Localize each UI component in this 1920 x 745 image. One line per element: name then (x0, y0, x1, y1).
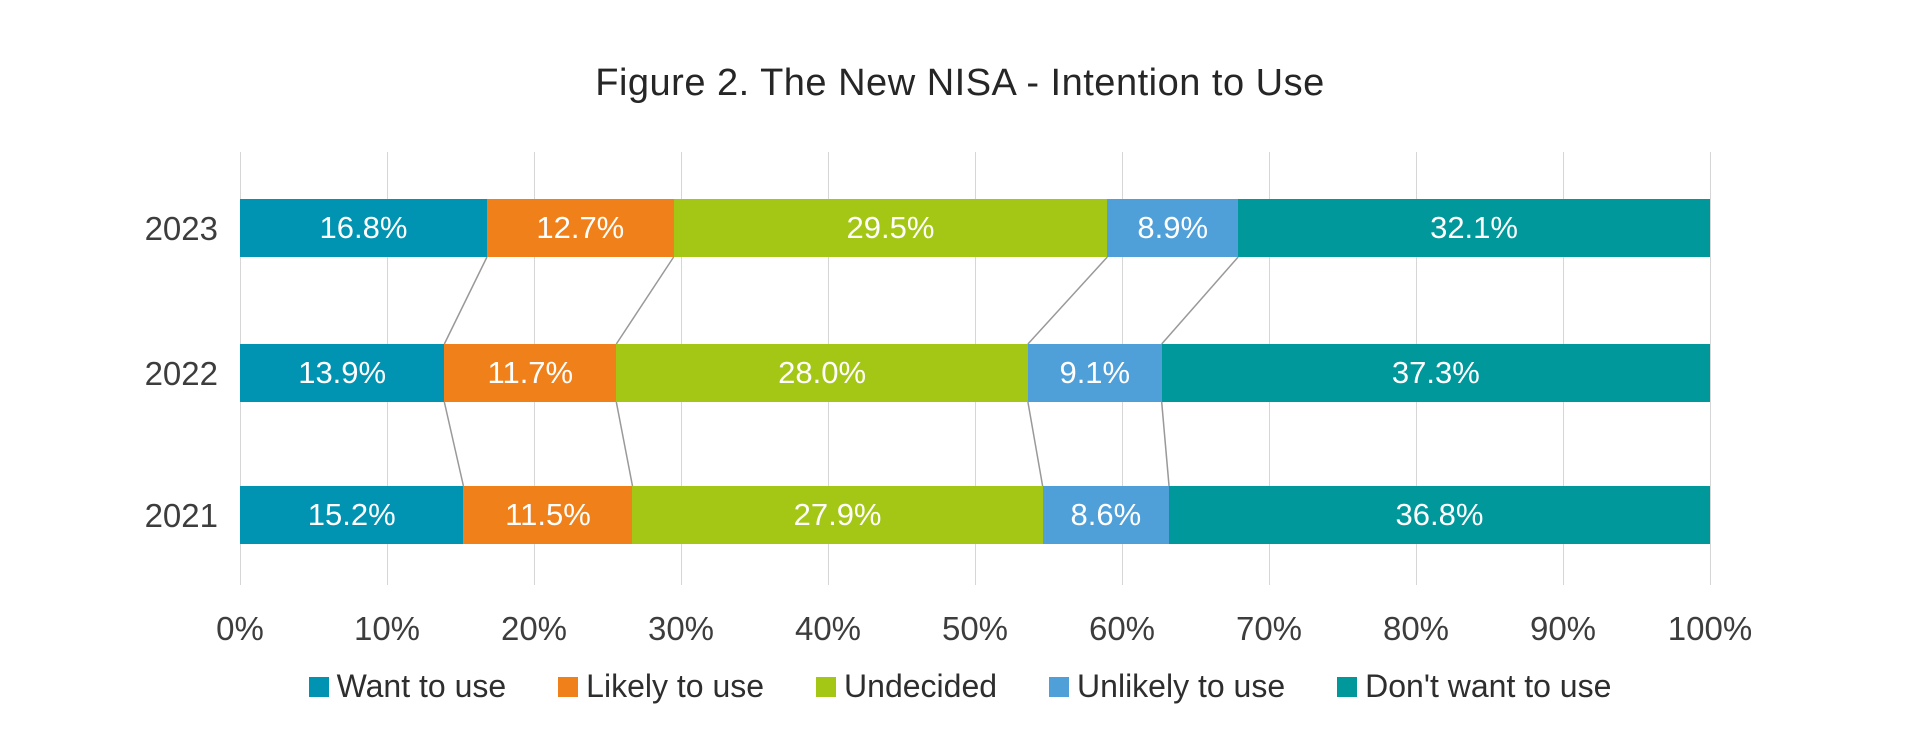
x-axis-tick-label: 20% (500, 610, 568, 647)
legend-label: Unlikely to use (1077, 668, 1286, 704)
segment-value-label: 28.0% (778, 355, 867, 390)
year-label: 2022 (144, 355, 218, 392)
bar-segment: 9.1% (1027, 344, 1162, 402)
x-axis-tick-label: 60% (1088, 610, 1156, 647)
segment-value-label: 37.3% (1391, 355, 1480, 390)
bar-segment: 13.9% (240, 344, 445, 402)
legend-label: Likely to use (586, 668, 765, 704)
year-label: 2023 (144, 210, 218, 247)
bar-segment: 16.8% (240, 199, 487, 257)
gridline (1710, 152, 1711, 585)
x-axis-tick-label: 10% (353, 610, 421, 647)
segment-value-label: 8.9% (1137, 210, 1209, 245)
legend-item: Likely to use (558, 668, 764, 705)
legend-item: Undecided (816, 668, 997, 705)
segment-value-label: 36.8% (1395, 497, 1484, 532)
bar-segment: 8.9% (1107, 199, 1239, 257)
bar-row: 15.2% 11.5% 27.9% 8.6% 36.8% (240, 486, 1710, 544)
legend-swatch-icon (816, 676, 837, 697)
segment-value-label: 29.5% (846, 210, 935, 245)
legend-label: Want to use (336, 668, 507, 704)
legend-swatch-icon (1049, 676, 1070, 697)
x-axis-tick-label: 40% (794, 610, 862, 647)
bar-row: 16.8% 12.7% 29.5% 8.9% 32.1% (240, 199, 1710, 257)
segment-value-label: 8.6% (1070, 497, 1142, 532)
chart-title: Figure 2. The New NISA - Intention to Us… (595, 62, 1325, 104)
bar-segment: 12.7% (486, 199, 674, 257)
legend: Want to use Likely to use Undecided Unlikel… (0, 668, 1920, 705)
x-axis-tick-label: 50% (941, 610, 1009, 647)
bar-segment: 29.5% (673, 199, 1108, 257)
legend-swatch-icon (558, 676, 579, 697)
x-axis-tick-label: 80% (1382, 610, 1450, 647)
segment-value-label: 9.1% (1059, 355, 1131, 390)
legend-item: Want to use (308, 668, 507, 705)
segment-value-label: 16.8% (319, 210, 408, 245)
year-label: 2021 (144, 497, 218, 534)
legend-item: Unlikely to use (1049, 668, 1285, 705)
bar-segment: 11.5% (463, 486, 633, 544)
bar-segment: 8.6% (1042, 486, 1170, 544)
x-axis-tick-label: 0% (216, 610, 264, 647)
bar-segment: 11.7% (444, 344, 617, 402)
legend-swatch-icon (308, 676, 329, 697)
bar-segment: 27.9% (632, 486, 1043, 544)
bar-segment: 28.0% (616, 344, 1028, 402)
legend-label: Don't want to use (1365, 668, 1612, 704)
segment-value-label: 27.9% (793, 497, 882, 532)
segment-value-label: 12.7% (536, 210, 625, 245)
x-axis-tick-label: 100% (1667, 610, 1753, 647)
bar-segment: 15.2% (240, 486, 464, 544)
legend-label: Undecided (844, 668, 998, 704)
x-axis-tick-label: 30% (647, 610, 715, 647)
segment-value-label: 11.7% (487, 355, 574, 390)
x-axis-tick-label: 90% (1529, 610, 1597, 647)
legend-item: Don't want to use (1337, 668, 1611, 705)
bar-segment: 32.1% (1238, 199, 1710, 257)
legend-swatch-icon (1337, 676, 1358, 697)
segment-value-label: 11.5% (505, 497, 591, 532)
bar-segment: 37.3% (1161, 344, 1710, 402)
bar-segment: 36.8% (1169, 486, 1710, 544)
bar-row: 13.9% 11.7% 28.0% 9.1% 37.3% (240, 344, 1710, 402)
segment-value-label: 13.9% (298, 355, 387, 390)
segment-value-label: 32.1% (1430, 210, 1518, 245)
segment-value-label: 15.2% (307, 497, 396, 532)
x-axis-tick-label: 70% (1235, 610, 1303, 647)
